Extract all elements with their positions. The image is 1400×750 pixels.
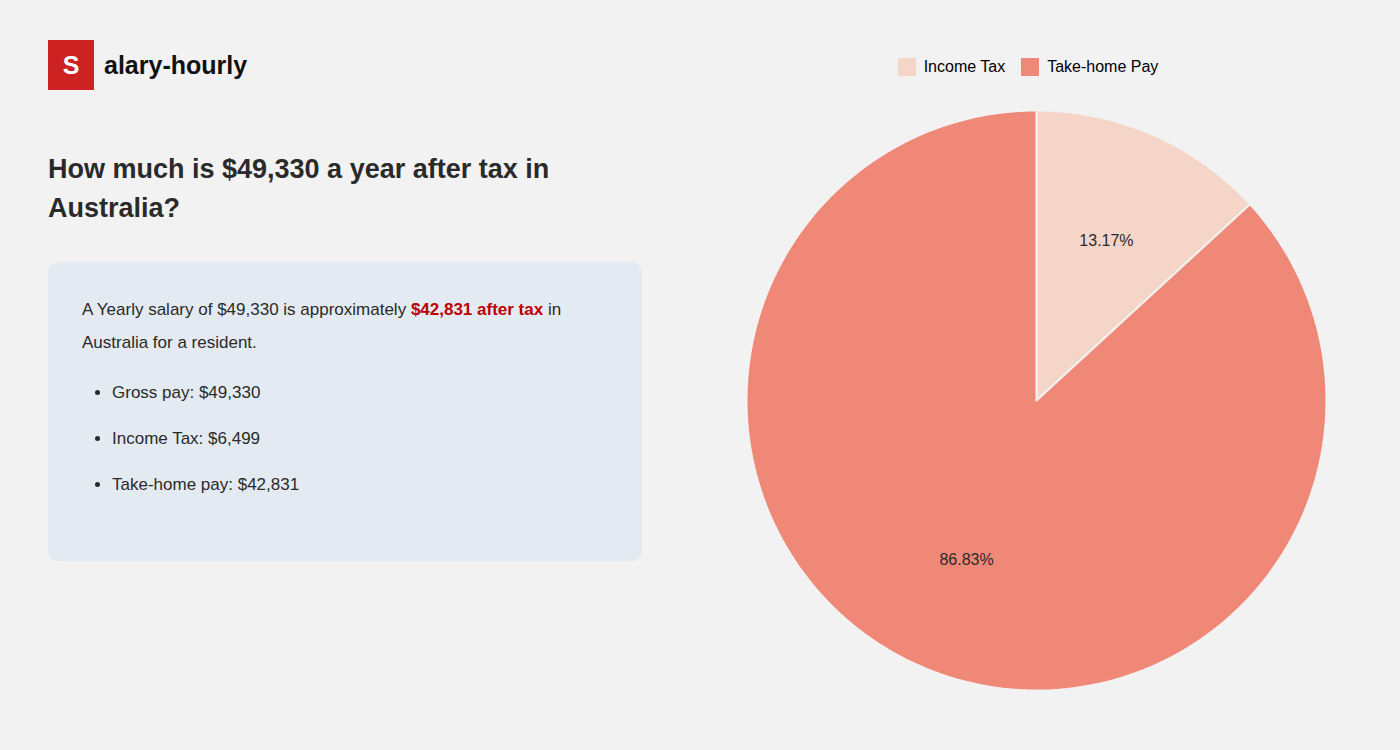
- html-text:Income Tax: Income Tax: [923, 58, 1006, 75]
- html-text:A Yearly salary of $49,330 is: A Yearly salary of $49,330 is approximat…: [82, 300, 562, 320]
- html-text:Take-home pay: $42,831: Take-home pay: $42,831: [112, 474, 300, 494]
- html-text:S: S: [62, 50, 80, 79]
- html-text:Australia for a resident.: Australia for a resident.: [82, 332, 257, 352]
- html-text:Gross pay: $49,330: Gross pay: $49,330: [112, 382, 261, 402]
- html-text:Take-home Pay: Take-home Pay: [1047, 58, 1159, 75]
- html-text:How much is $49,330 a year aft: How much is $49,330 a year after tax in …: [48, 154, 550, 224]
- svg-text:86.83%: 86.83%: [939, 550, 993, 567]
- svg-text:13.17%: 13.17%: [1079, 232, 1133, 249]
- html-text:alary-hourly: alary-hourly: [104, 50, 248, 79]
- html-text:Income Tax: $6,499: Income Tax: $6,499: [112, 428, 261, 448]
